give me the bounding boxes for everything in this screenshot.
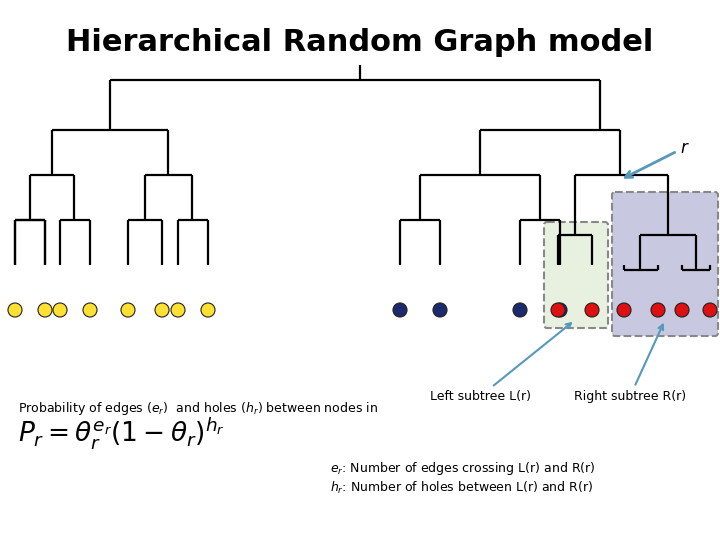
Circle shape [651, 303, 665, 317]
Circle shape [155, 303, 169, 317]
Circle shape [703, 303, 717, 317]
Circle shape [553, 303, 567, 317]
FancyBboxPatch shape [544, 222, 608, 328]
Circle shape [53, 303, 67, 317]
Circle shape [585, 303, 599, 317]
Circle shape [675, 303, 689, 317]
Circle shape [513, 303, 527, 317]
Text: Probability of edges ($e_r$)  and holes ($h_r$) between nodes in: Probability of edges ($e_r$) and holes (… [18, 400, 378, 417]
Text: Hierarchical Random Graph model: Hierarchical Random Graph model [66, 28, 654, 57]
Circle shape [433, 303, 447, 317]
Text: r: r [625, 139, 687, 177]
Text: Left subtree L(r): Left subtree L(r) [430, 323, 571, 403]
Text: Right subtree R(r): Right subtree R(r) [574, 325, 686, 403]
Text: $e_r$: Number of edges crossing L(r) and R(r): $e_r$: Number of edges crossing L(r) and… [330, 460, 595, 477]
Circle shape [617, 303, 631, 317]
Circle shape [201, 303, 215, 317]
Circle shape [38, 303, 52, 317]
Circle shape [121, 303, 135, 317]
Circle shape [83, 303, 97, 317]
Text: $h_r$: Number of holes between L(r) and R(r): $h_r$: Number of holes between L(r) and … [330, 480, 593, 496]
FancyBboxPatch shape [612, 192, 718, 336]
Text: $P_r = \theta_r^{e_r}(1-\theta_r)^{h_r}$: $P_r = \theta_r^{e_r}(1-\theta_r)^{h_r}$ [18, 415, 225, 451]
Circle shape [171, 303, 185, 317]
Circle shape [8, 303, 22, 317]
Circle shape [551, 303, 565, 317]
Circle shape [393, 303, 407, 317]
